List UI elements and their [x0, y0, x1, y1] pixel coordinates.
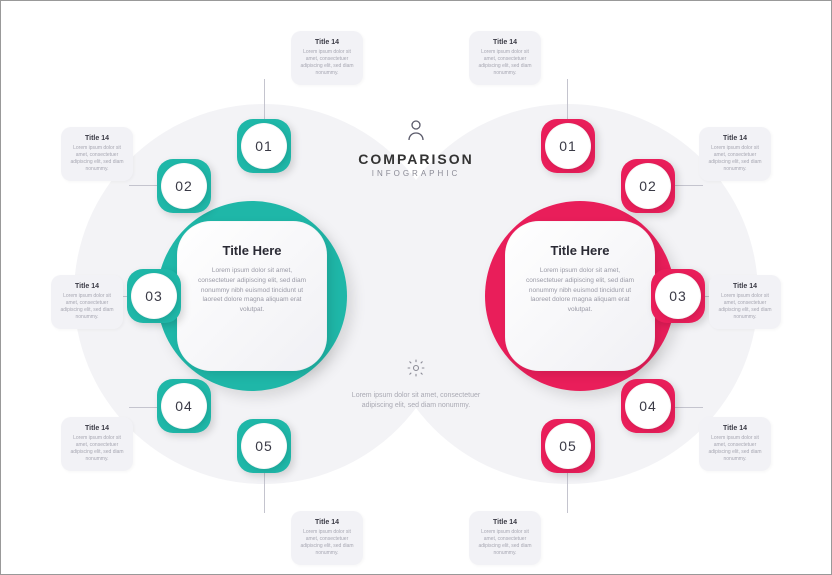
- info-left-3: Title 14Lorem ipsum dolor sit amet, cons…: [51, 275, 123, 329]
- badge-right-1-num: 01: [545, 123, 591, 169]
- badge-right-4-num: 04: [625, 383, 671, 429]
- connector: [129, 185, 159, 186]
- info-right-1: Title 14Lorem ipsum dolor sit amet, cons…: [469, 31, 541, 85]
- center-title: COMPARISON: [341, 151, 491, 167]
- main-circle-right: Title Here Lorem ipsum dolor sit amet, c…: [485, 201, 675, 391]
- badge-left-1: 01: [237, 119, 291, 173]
- info-left-2: Title 14Lorem ipsum dolor sit amet, cons…: [61, 127, 133, 181]
- main-left-body: Lorem ipsum dolor sit amet, consectetuer…: [193, 266, 311, 315]
- gear-icon: [341, 358, 491, 383]
- connector: [673, 407, 703, 408]
- main-card-right: Title Here Lorem ipsum dolor sit amet, c…: [505, 221, 655, 371]
- badge-left-2: 02: [157, 159, 211, 213]
- badge-left-5-num: 05: [241, 423, 287, 469]
- badge-left-3-num: 03: [131, 273, 177, 319]
- main-left-title: Title Here: [193, 243, 311, 258]
- connector: [129, 407, 159, 408]
- badge-right-3: 03: [651, 269, 705, 323]
- info-left-4: Title 14Lorem ipsum dolor sit amet, cons…: [61, 417, 133, 471]
- connector: [673, 185, 703, 186]
- badge-left-4: 04: [157, 379, 211, 433]
- info-right-5: Title 14Lorem ipsum dolor sit amet, cons…: [469, 511, 541, 565]
- center-column: COMPARISON INFOGRAPHIC Lorem ipsum dolor…: [341, 119, 491, 411]
- main-circle-left: Title Here Lorem ipsum dolor sit amet, c…: [157, 201, 347, 391]
- badge-left-2-num: 02: [161, 163, 207, 209]
- connector: [567, 471, 568, 513]
- info-right-3: Title 14Lorem ipsum dolor sit amet, cons…: [709, 275, 781, 329]
- badge-right-2-num: 02: [625, 163, 671, 209]
- connector: [264, 79, 265, 121]
- info-left-5: Title 14Lorem ipsum dolor sit amet, cons…: [291, 511, 363, 565]
- connector: [567, 79, 568, 121]
- main-right-body: Lorem ipsum dolor sit amet, consectetuer…: [521, 266, 639, 315]
- badge-right-5: 05: [541, 419, 595, 473]
- center-subtitle: INFOGRAPHIC: [341, 169, 491, 178]
- main-card-left: Title Here Lorem ipsum dolor sit amet, c…: [177, 221, 327, 371]
- badge-right-2: 02: [621, 159, 675, 213]
- badge-left-1-num: 01: [241, 123, 287, 169]
- badge-right-4: 04: [621, 379, 675, 433]
- main-right-title: Title Here: [521, 243, 639, 258]
- info-right-2: Title 14Lorem ipsum dolor sit amet, cons…: [699, 127, 771, 181]
- badge-left-3: 03: [127, 269, 181, 323]
- info-left-1: Title 14Lorem ipsum dolor sit amet, cons…: [291, 31, 363, 85]
- badge-left-5: 05: [237, 419, 291, 473]
- center-bottom-text: Lorem ipsum dolor sit amet, consectetuer…: [341, 391, 491, 411]
- badge-right-1: 01: [541, 119, 595, 173]
- badge-right-5-num: 05: [545, 423, 591, 469]
- info-right-4: Title 14Lorem ipsum dolor sit amet, cons…: [699, 417, 771, 471]
- connector: [264, 471, 265, 513]
- person-icon: [407, 119, 425, 141]
- badge-left-4-num: 04: [161, 383, 207, 429]
- badge-right-3-num: 03: [655, 273, 701, 319]
